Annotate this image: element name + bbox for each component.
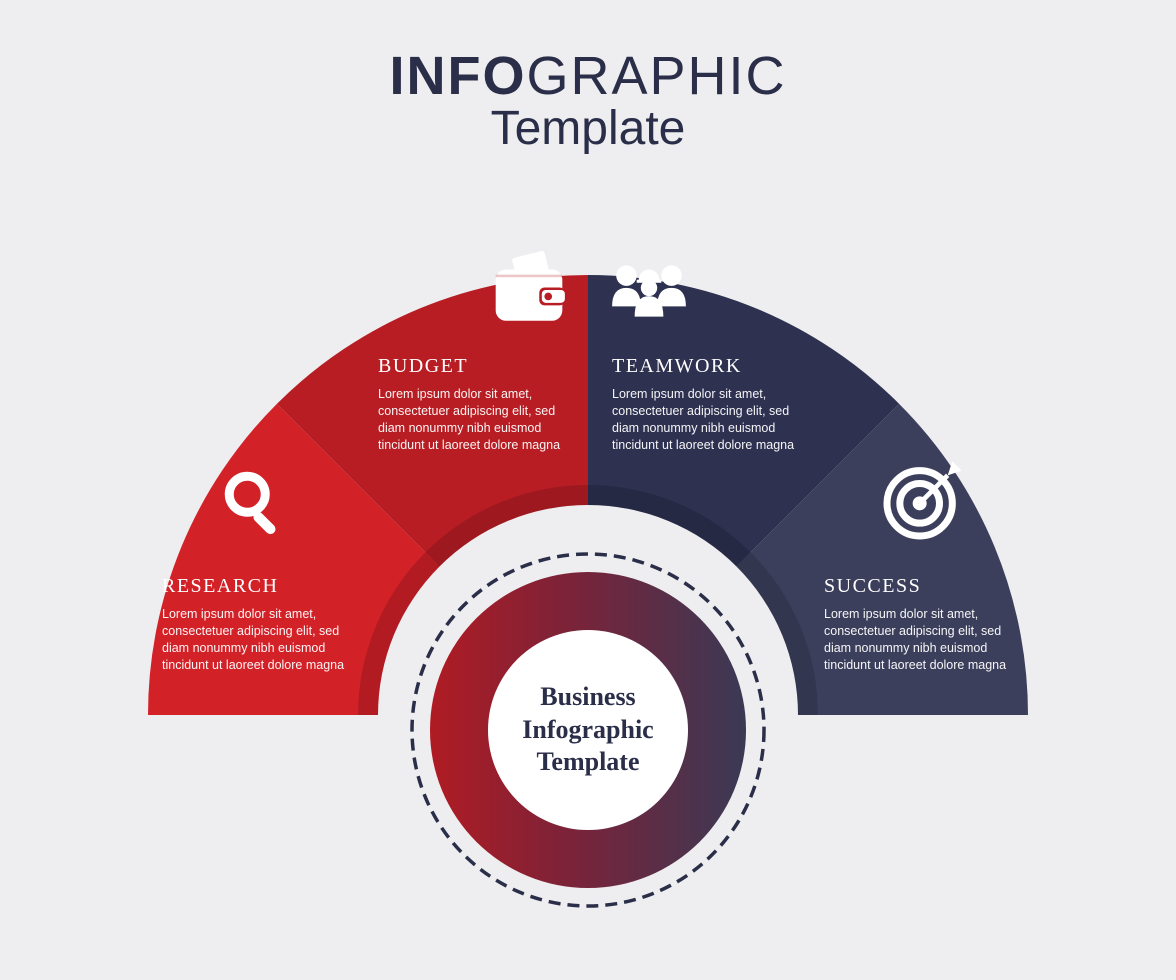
center-circle: Business Infographic Template <box>408 550 768 910</box>
page-header: INFOGRAPHIC Template <box>0 0 1176 156</box>
team-icon <box>608 251 690 333</box>
segment-body: Lorem ipsum dolor sit amet, consectetuer… <box>378 386 573 454</box>
segment-budget-text: BUDGET Lorem ipsum dolor sit amet, conse… <box>378 355 573 454</box>
magnifier-icon <box>218 465 290 537</box>
segment-title: SUCCESS <box>824 575 1024 598</box>
segment-body: Lorem ipsum dolor sit amet, consectetuer… <box>824 606 1024 674</box>
segment-research-text: RESEARCH Lorem ipsum dolor sit amet, con… <box>162 575 362 674</box>
segment-title: RESEARCH <box>162 575 362 598</box>
center-inner: Business Infographic Template <box>488 630 688 830</box>
center-line1: Business <box>540 682 635 711</box>
center-line3: Template <box>536 747 639 776</box>
infographic-stage: RESEARCH Lorem ipsum dolor sit amet, con… <box>88 245 1088 945</box>
segment-title: TEAMWORK <box>612 355 807 378</box>
wallet-icon <box>488 249 570 331</box>
segment-title: BUDGET <box>378 355 573 378</box>
title-light: GRAPHIC <box>526 46 786 106</box>
title-bold: INFO <box>389 46 526 106</box>
segment-teamwork-text: TEAMWORK Lorem ipsum dolor sit amet, con… <box>612 355 807 454</box>
segment-body: Lorem ipsum dolor sit amet, consectetuer… <box>612 386 807 454</box>
center-text: Business Infographic Template <box>522 681 653 779</box>
segment-success-text: SUCCESS Lorem ipsum dolor sit amet, cons… <box>824 575 1024 674</box>
title-line: INFOGRAPHIC <box>0 45 1176 107</box>
subtitle: Template <box>0 101 1176 156</box>
segment-body: Lorem ipsum dolor sit amet, consectetuer… <box>162 606 362 674</box>
center-line2: Infographic <box>522 715 653 744</box>
target-icon <box>880 459 964 543</box>
